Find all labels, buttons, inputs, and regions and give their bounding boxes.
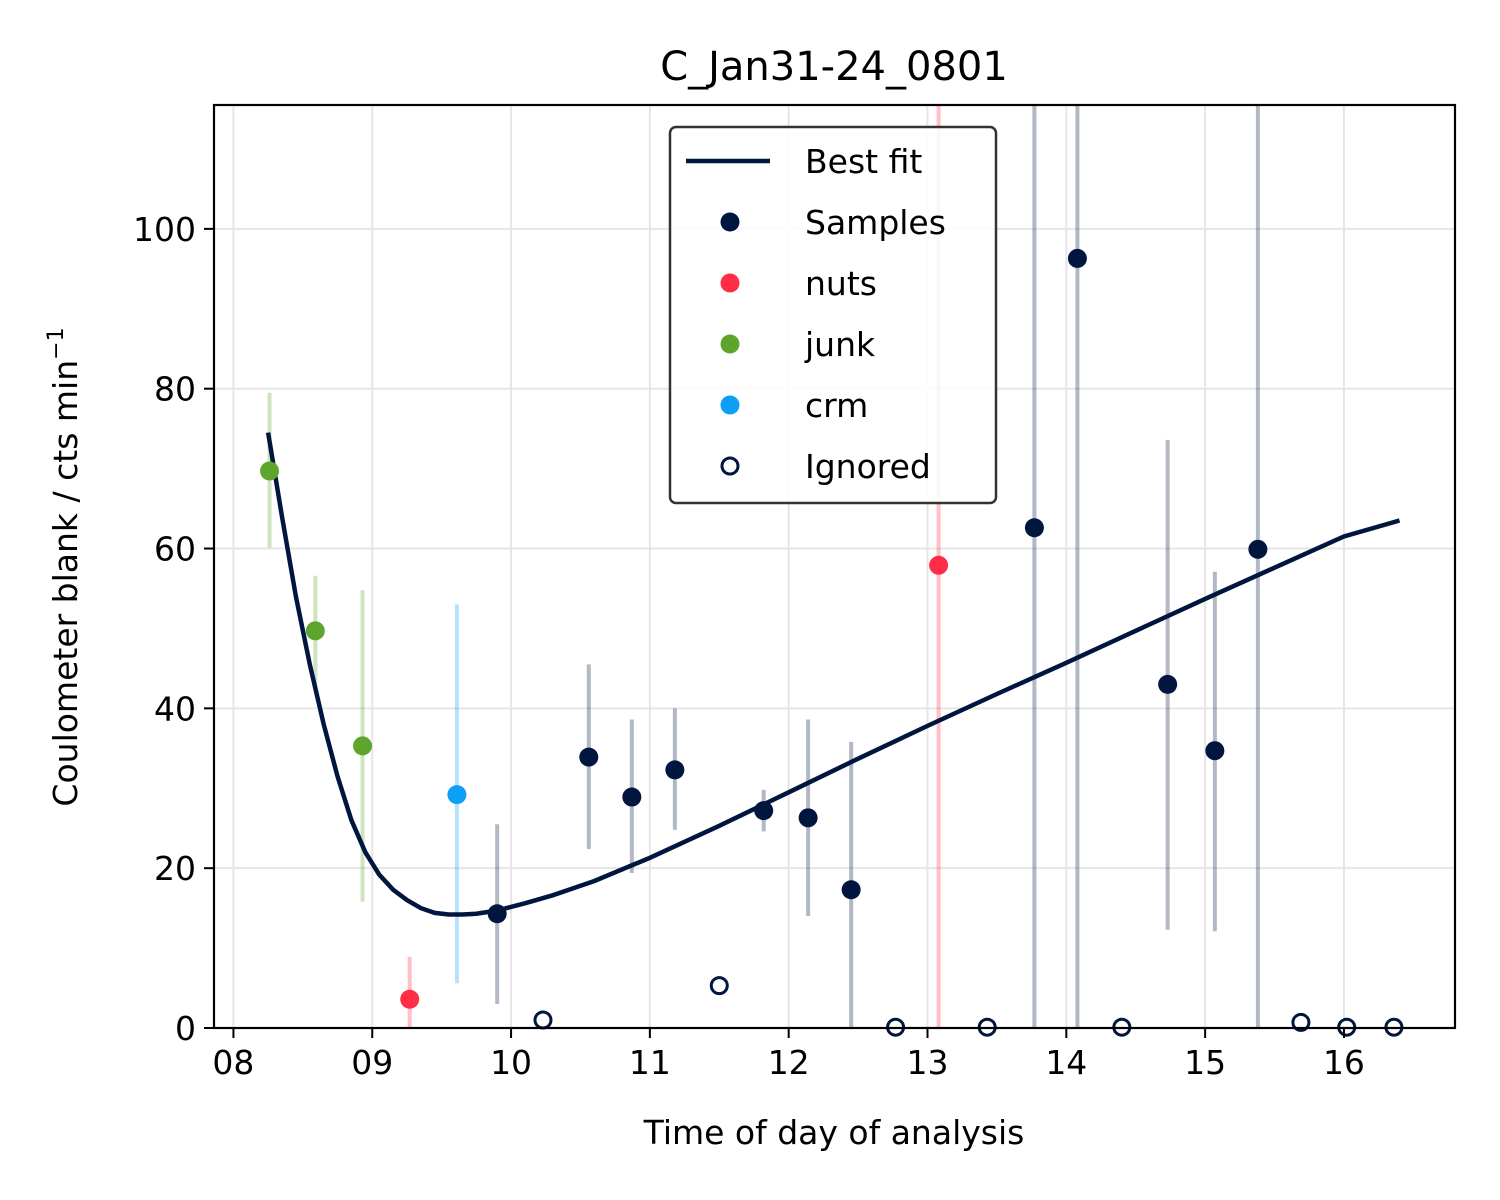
plot-frame	[212, 103, 1457, 1030]
x-tick-label: 10	[490, 1043, 532, 1082]
y-tick-label: 80	[154, 370, 196, 409]
y-axis-title: Coulometer blank / cts min−1	[44, 327, 85, 806]
best-fit-line	[265, 432, 1401, 917]
legend-ignored-swatch	[720, 456, 740, 476]
samples-point	[1205, 741, 1225, 761]
crm-point	[447, 785, 467, 805]
legend-label: Best fit	[805, 142, 922, 181]
legend-label: crm	[805, 386, 868, 425]
legend-nuts-swatch	[720, 273, 740, 293]
nuts-point	[929, 555, 949, 575]
samples-point	[754, 801, 774, 821]
legend-label: Samples	[805, 203, 946, 242]
ignored-point	[1291, 1012, 1311, 1032]
junk-point	[305, 621, 325, 641]
samples-point	[622, 787, 642, 807]
x-axis-title: Time of day of analysis	[643, 1113, 1025, 1152]
x-tick-label: 16	[1323, 1043, 1365, 1082]
data-points	[260, 248, 1404, 1037]
x-tick-label: 15	[1184, 1043, 1226, 1082]
junk-point	[353, 736, 373, 756]
legend-label: junk	[804, 325, 876, 364]
y-tick-label: 100	[133, 210, 196, 249]
y-tick-label: 60	[154, 530, 196, 569]
x-tick-label: 13	[907, 1043, 949, 1082]
junk-point	[260, 461, 280, 481]
axis-ticks: 08 09 10 11 12 13 14 15 16 0 20 40 60 80 100	[133, 210, 1365, 1082]
legend-label: Ignored	[805, 447, 931, 486]
samples-point	[487, 904, 507, 924]
legend-junk-swatch	[720, 334, 740, 354]
y-tick-label: 40	[154, 689, 196, 728]
samples-point	[1158, 674, 1178, 694]
samples-point	[841, 880, 861, 900]
legend-crm-swatch	[720, 395, 740, 415]
samples-point	[798, 808, 818, 828]
samples-point	[665, 760, 685, 780]
chart-title: C_Jan31-24_0801	[660, 44, 1008, 90]
ignored-point	[533, 1010, 553, 1030]
x-tick-label: 12	[768, 1043, 810, 1082]
samples-point	[1024, 518, 1044, 538]
samples-point	[1248, 539, 1268, 559]
legend: Best fit Samples nuts junk crm Ignored	[668, 125, 998, 505]
x-tick-label: 08	[212, 1043, 254, 1082]
legend-samples-swatch	[720, 212, 740, 232]
y-tick-label: 20	[154, 849, 196, 888]
samples-point	[579, 747, 599, 767]
y-axis-title-superscript: −1	[44, 327, 69, 359]
legend-box	[668, 125, 998, 505]
x-tick-label: 14	[1045, 1043, 1087, 1082]
nuts-point	[400, 989, 420, 1009]
ignored-point	[709, 976, 729, 996]
legend-label: nuts	[805, 264, 877, 303]
y-axis-title-main: Coulometer blank / cts min	[46, 360, 85, 807]
samples-point	[1067, 248, 1087, 268]
y-tick-label: 0	[175, 1009, 196, 1048]
x-tick-label: 09	[351, 1043, 393, 1082]
x-tick-label: 11	[629, 1043, 671, 1082]
